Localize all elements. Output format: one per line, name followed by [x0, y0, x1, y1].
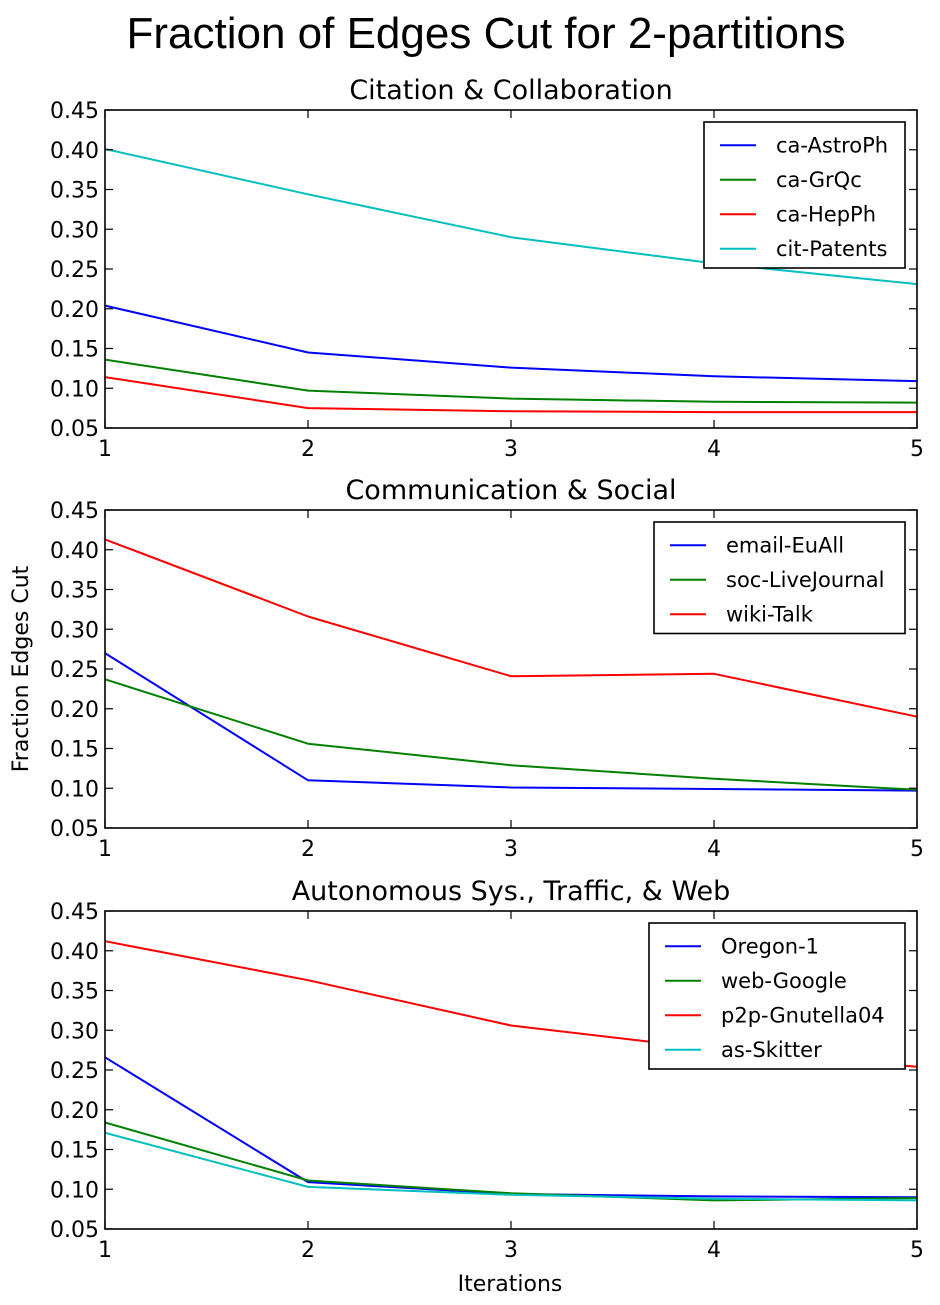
legend: ca-AstroPh ca-GrQc ca-HepPh cit-Patents: [703, 121, 906, 269]
y-tick-label: 0.45: [50, 900, 99, 925]
x-tick-label: 3: [504, 1238, 518, 1263]
chart-panel-3: Autonomous Sys., Traffic, & Web 0.05 0.10 0…: [50, 876, 924, 1263]
y-tick-label: 0.40: [50, 539, 99, 564]
legend-label: ca-HepPh: [776, 202, 876, 226]
chart-title: Citation & Collaboration: [349, 75, 672, 106]
y-tick-label: 0.05: [50, 817, 99, 842]
y-tick-label: 0.30: [50, 218, 99, 243]
y-tick-label: 0.10: [50, 377, 99, 402]
y-tick-label: 0.35: [50, 179, 99, 204]
x-tick-label: 2: [301, 437, 315, 462]
legend: email-EuAll soc-LiveJournal wiki-Talk: [653, 521, 906, 635]
y-tick-label: 0.05: [50, 417, 99, 442]
chart-panel-1: Citation & Collaboration 0.05 0.10 0.15 0.20…: [50, 75, 924, 462]
x-tick-label: 1: [98, 1238, 112, 1263]
y-axis-label: Fraction Edges Cut: [9, 565, 34, 772]
y-tick-label: 0.25: [50, 658, 99, 683]
series-line-cit-Patents: [104, 148, 918, 286]
chart-title: Communication & Social: [345, 475, 676, 506]
x-tick-label: 3: [504, 837, 518, 862]
y-tick-label: 0.45: [50, 99, 99, 124]
series-line-Oregon-1: [104, 1056, 918, 1199]
chart-title: Autonomous Sys., Traffic, & Web: [292, 876, 731, 907]
legend-label: Oregon-1: [721, 934, 819, 958]
y-tick-label: 0.25: [50, 1059, 99, 1084]
y-tick-label: 0.10: [50, 1178, 99, 1203]
series-line-wiki-Talk: [104, 538, 918, 718]
y-tick-label: 0.35: [50, 980, 99, 1005]
y-tick-label: 0.40: [50, 940, 99, 965]
y-tick-label: 0.20: [50, 698, 99, 723]
x-tick-label: 1: [98, 437, 112, 462]
y-tick-label: 0.15: [50, 738, 99, 763]
legend: Oregon-1 web-Google p2p-Gnutella04 as-Skitt…: [648, 922, 906, 1070]
series-line-email-EuAll: [104, 652, 918, 792]
y-tick-label: 0.40: [50, 139, 99, 164]
y-tick-label: 0.20: [50, 298, 99, 323]
x-tick-label: 4: [707, 837, 721, 862]
legend-label: wiki-Talk: [726, 602, 814, 626]
x-tick-label: 4: [707, 437, 721, 462]
x-axis-label: Iterations: [458, 1272, 563, 1297]
series-line-ca-HepPh: [104, 376, 917, 414]
y-tick-label: 0.10: [50, 777, 99, 802]
x-tick-label: 2: [301, 1238, 315, 1263]
chart-panels: Citation & Collaboration 0.05 0.10 0.15 0.20…: [50, 75, 924, 1263]
legend-label: ca-AstroPh: [776, 133, 888, 157]
series-line-soc-LiveJournal: [104, 678, 918, 791]
x-tick-label: 1: [98, 837, 112, 862]
legend-label: soc-LiveJournal: [726, 568, 884, 592]
x-tick-label: 5: [910, 837, 924, 862]
y-tick-label: 0.15: [50, 338, 99, 363]
chart-panel-2: Communication & Social 0.05 0.10 0.15 0.20 0.…: [50, 475, 924, 862]
x-tick-label: 5: [910, 1238, 924, 1263]
y-tick-label: 0.45: [50, 499, 99, 524]
legend-label: p2p-Gnutella04: [721, 1003, 885, 1027]
legend-box: [648, 922, 906, 1070]
legend-label: email-EuAll: [726, 533, 844, 557]
x-tick-label: 2: [301, 837, 315, 862]
y-tick-label: 0.30: [50, 1019, 99, 1044]
legend-label: web-Google: [721, 969, 847, 993]
y-tick-label: 0.05: [50, 1218, 99, 1243]
legend-label: cit-Patents: [776, 237, 887, 261]
y-tick-label: 0.25: [50, 258, 99, 283]
legend-label: as-Skitter: [721, 1038, 822, 1062]
legend-box: [703, 121, 906, 269]
x-tick-label: 3: [504, 437, 518, 462]
x-tick-label: 5: [910, 437, 924, 462]
y-tick-label: 0.35: [50, 579, 99, 604]
series-line-ca-AstroPh: [104, 304, 918, 383]
y-tick-label: 0.20: [50, 1099, 99, 1124]
series-line-web-Google: [104, 1121, 918, 1202]
y-tick-label: 0.30: [50, 618, 99, 643]
series-line-ca-GrQc: [104, 358, 918, 404]
series-line-as-Skitter: [104, 1131, 918, 1202]
figure-title: Fraction of Edges Cut for 2-partitions: [127, 9, 846, 58]
x-tick-label: 4: [707, 1238, 721, 1263]
y-tick-label: 0.15: [50, 1139, 99, 1164]
legend-label: ca-GrQc: [776, 168, 862, 192]
